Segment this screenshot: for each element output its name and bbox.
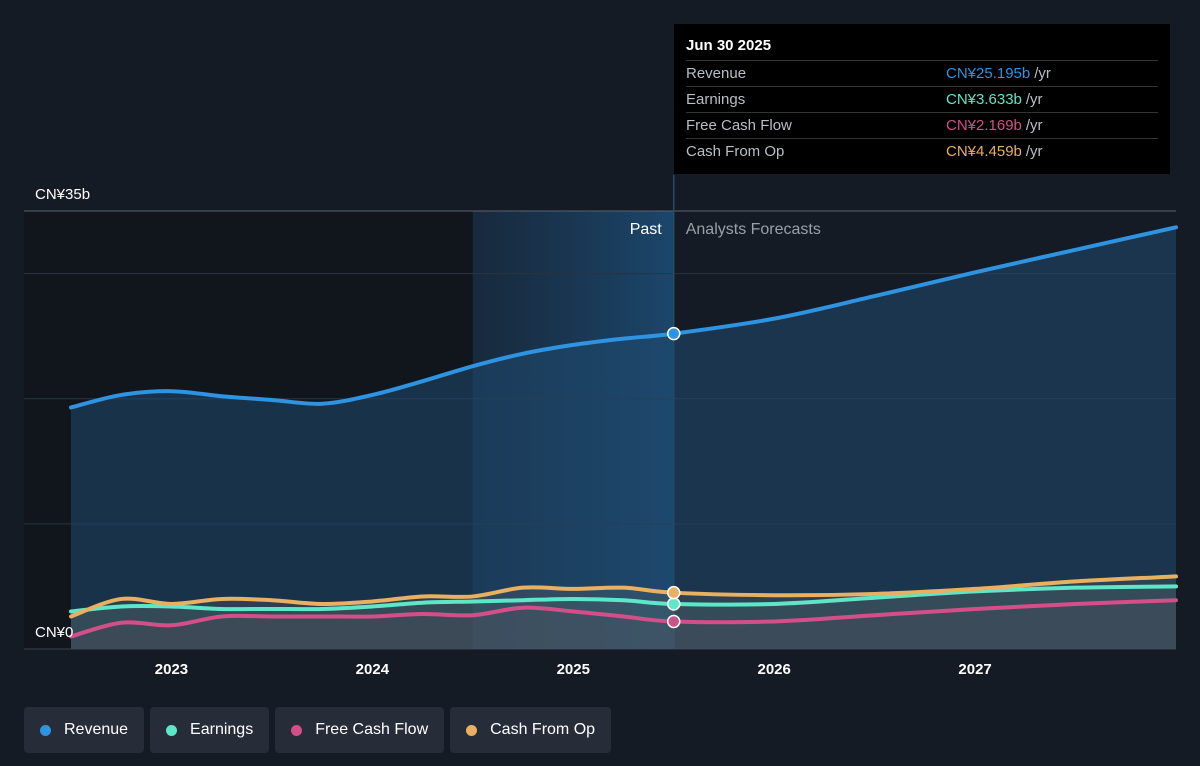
tooltip-label: Earnings [686, 91, 746, 108]
tooltip-value: CN¥3.633b [946, 91, 1022, 108]
legend-label: Earnings [190, 721, 254, 738]
tooltip-label: Cash From Op [686, 143, 785, 160]
line-earnings [69, 584, 1178, 614]
x-tick-label: 2023 [155, 661, 188, 678]
tooltip-row-revenue: Revenue CN¥25.195b /yr [686, 60, 1158, 86]
data-point-marker [666, 585, 681, 600]
data-point-marker [666, 326, 681, 341]
tooltip-row-earnings: Earnings CN¥3.633b /yr [686, 86, 1158, 112]
tooltip-value: CN¥25.195b [946, 65, 1031, 82]
tooltip-unit: /yr [1025, 143, 1043, 160]
line-free-cash-flow [69, 598, 1178, 639]
tooltip-value: CN¥4.459b [946, 143, 1022, 160]
legend-dot-icon [166, 724, 178, 736]
y-tick-label: CN¥0 [35, 624, 73, 641]
tooltip-row-free-cash-flow: Free Cash Flow CN¥2.169b /yr [686, 112, 1158, 138]
x-tick-label: 2024 [356, 661, 390, 678]
line-cash-from-op [69, 574, 1178, 619]
area-revenue [71, 227, 1176, 650]
line-revenue [69, 225, 1178, 410]
tooltip-unit: /yr [1034, 65, 1051, 82]
legend-label: Cash From Op [490, 721, 596, 738]
legend-dot-icon [40, 724, 51, 736]
legend-label: Revenue [64, 721, 129, 738]
tooltip-label: Revenue [686, 65, 747, 82]
data-point-marker [666, 614, 681, 629]
tooltip-row-cash-from-op: Cash From Op CN¥4.459b /yr [686, 138, 1158, 164]
legend: Revenue Earnings Free Cash Flow Cash Fro… [24, 707, 612, 753]
tooltip-date: Jun 30 2025 [686, 37, 772, 54]
legend-dot-icon [466, 724, 478, 736]
data-point-marker [666, 597, 681, 611]
y-tick-label: CN¥35b [35, 186, 90, 203]
tooltip-unit: /yr [1025, 117, 1043, 134]
tooltip-value: CN¥2.169b [946, 117, 1022, 134]
x-tick-label: 2027 [958, 661, 991, 678]
tooltip: Jun 30 2025 Revenue CN¥25.195b /yr Earni… [674, 24, 1170, 174]
legend-item-cash-from-op[interactable]: Cash From Op [450, 707, 612, 753]
forecast-label: Analysts Forecasts [686, 221, 821, 238]
tooltip-label: Free Cash Flow [686, 117, 792, 134]
tooltip-unit: /yr [1025, 91, 1043, 108]
x-tick-label: 2026 [757, 661, 790, 678]
legend-label: Free Cash Flow [315, 721, 429, 738]
x-tick-label: 2025 [557, 661, 590, 678]
legend-item-revenue[interactable]: Revenue [24, 707, 145, 753]
legend-dot-icon [291, 724, 303, 736]
area-free-cash-flow [71, 600, 1176, 649]
legend-item-free-cash-flow[interactable]: Free Cash Flow [275, 707, 445, 753]
legend-item-earnings[interactable]: Earnings [150, 707, 270, 753]
past-label: Past [630, 221, 663, 238]
